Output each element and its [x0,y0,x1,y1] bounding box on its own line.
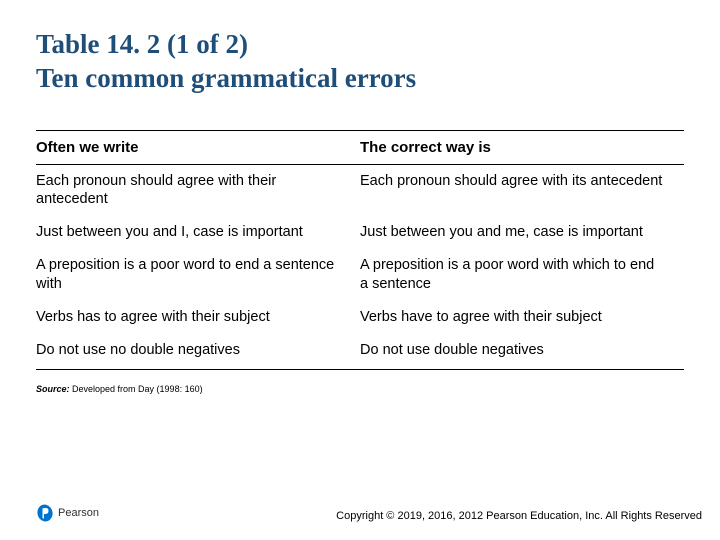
table-row: A preposition is a poor word to end a se… [36,249,684,301]
cell-wrong: A preposition is a poor word to end a se… [36,249,360,301]
source-label: Source: [36,384,70,394]
cell-wrong: Just between you and I, case is importan… [36,216,360,249]
pearson-logo-icon [36,504,54,522]
title-line-2: Ten common grammatical errors [36,62,684,96]
table-row: Each pronoun should agree with their ant… [36,164,684,216]
grammar-errors-table: Often we write The correct way is Each p… [36,130,684,371]
table-header-row: Often we write The correct way is [36,130,684,164]
table-row: Just between you and I, case is importan… [36,216,684,249]
cell-wrong: Do not use no double negatives [36,334,360,370]
copyright-text: Copyright © 2019, 2016, 2012 Pearson Edu… [336,510,702,522]
slide-title-block: Table 14. 2 (1 of 2) Ten common grammati… [0,0,720,106]
table-row: Do not use no double negatives Do not us… [36,334,684,370]
column-header-wrong: Often we write [36,130,360,164]
column-header-correct: The correct way is [360,130,684,164]
title-line-1: Table 14. 2 (1 of 2) [36,28,684,62]
source-text: Developed from Day (1998: 160) [70,384,203,394]
cell-wrong: Verbs has to agree with their subject [36,301,360,334]
pearson-logo: Pearson [36,504,99,522]
table-row: Verbs has to agree with their subject Ve… [36,301,684,334]
cell-wrong: Each pronoun should agree with their ant… [36,164,360,216]
cell-correct: Do not use double negatives [360,334,684,370]
cell-correct: Just between you and me, case is importa… [360,216,684,249]
table-container: Often we write The correct way is Each p… [0,106,720,371]
pearson-logo-text: Pearson [58,507,99,519]
cell-correct: Verbs have to agree with their subject [360,301,684,334]
cell-correct: A preposition is a poor word with which … [360,249,684,301]
source-citation: Source: Developed from Day (1998: 160) [0,370,720,394]
cell-correct: Each pronoun should agree with its antec… [360,164,684,216]
slide-footer: Pearson Copyright © 2019, 2016, 2012 Pea… [36,504,702,522]
